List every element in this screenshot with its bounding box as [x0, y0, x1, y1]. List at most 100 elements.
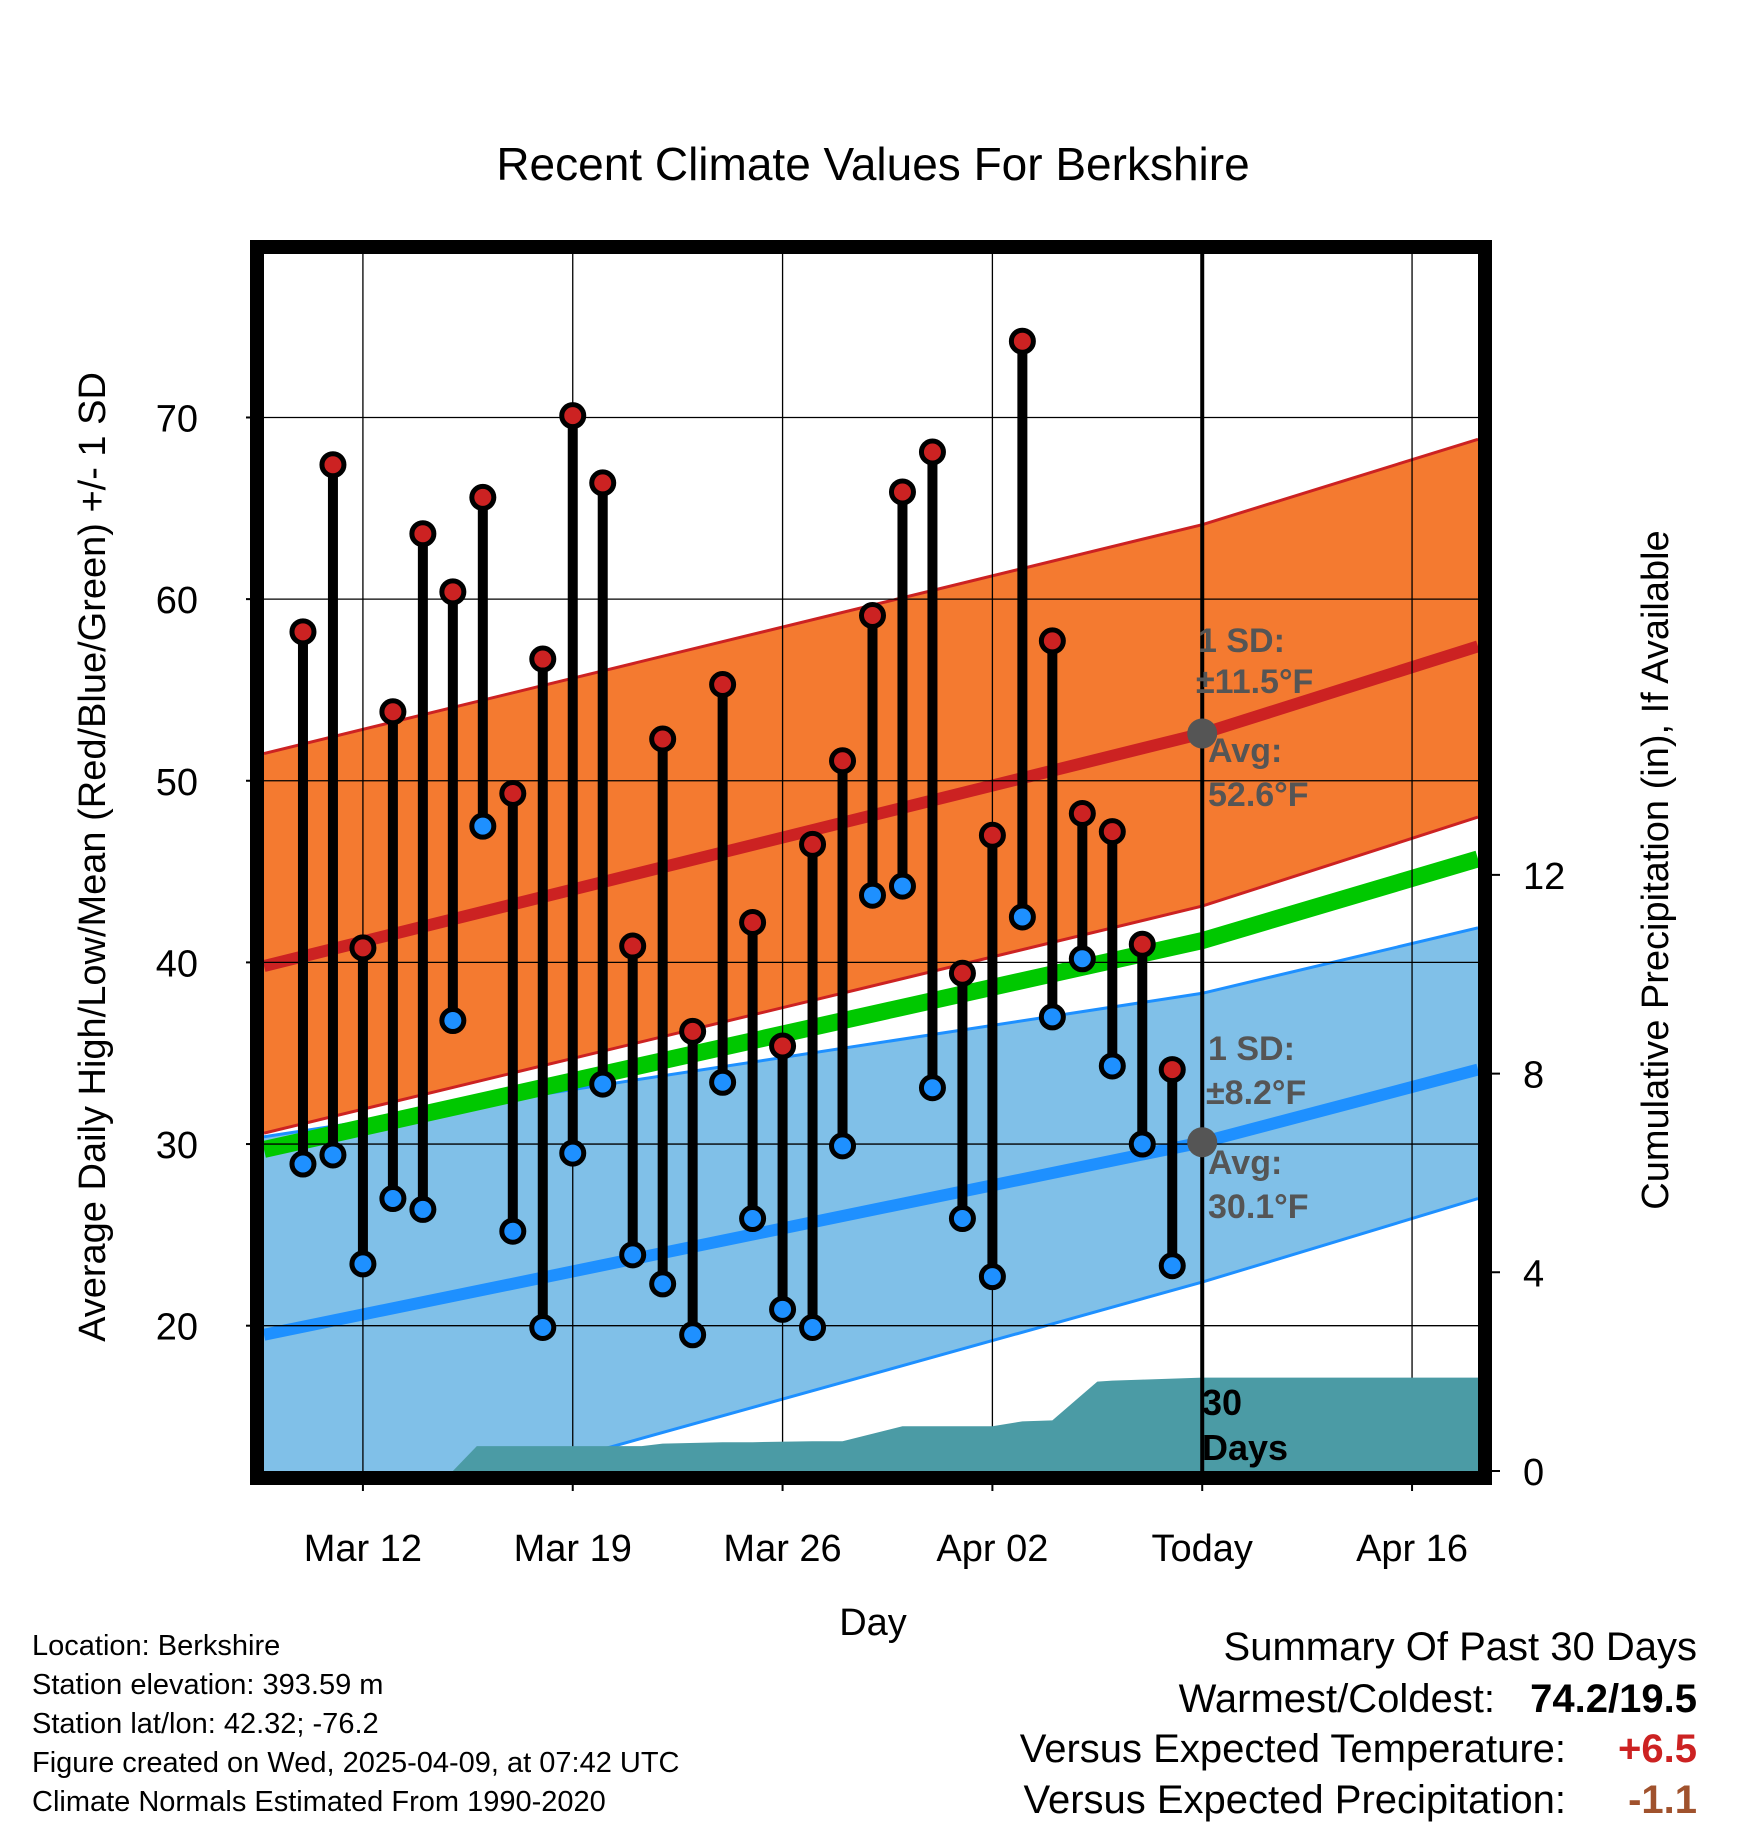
obs-high-point — [649, 725, 677, 753]
obs-low-point — [409, 1195, 437, 1223]
obs-low-point — [978, 1263, 1006, 1291]
obs-low-point — [709, 1068, 737, 1096]
obs-high-point — [1158, 1056, 1186, 1084]
obs-high-point — [469, 483, 497, 511]
low-sd-value: ±8.2°F — [1206, 1074, 1306, 1112]
obs-high-point — [769, 1032, 797, 1060]
low-sd-label: 1 SD: — [1208, 1030, 1295, 1068]
obs-low-point — [1008, 903, 1036, 931]
y-tick-label: 40 — [156, 943, 198, 985]
obs-low-point — [829, 1132, 857, 1160]
obs-low-point — [469, 812, 497, 840]
obs-high-point — [1098, 818, 1126, 846]
obs-high-point — [1068, 799, 1096, 827]
footer-info: Location: Berkshire Station elevation: 3… — [32, 1630, 680, 1818]
summary-warm-cold-value: 74.2/19.5 — [1530, 1677, 1697, 1721]
y2-tick-label: 0 — [1523, 1452, 1544, 1494]
summary-precip-label: Versus Expected Precipitation: — [1023, 1778, 1566, 1822]
obs-high-point — [289, 618, 317, 646]
y-tick-label: 60 — [156, 580, 198, 622]
x-axis-label: Day — [839, 1602, 907, 1644]
obs-high-point — [829, 747, 857, 775]
footer-location: Location: Berkshire — [32, 1630, 280, 1662]
obs-high-point — [1128, 930, 1156, 958]
summary-panel: Summary Of Past 30 Days Warmest/Coldest:… — [1020, 1625, 1697, 1822]
obs-high-point — [1008, 327, 1036, 355]
obs-low-point — [649, 1270, 677, 1298]
obs-high-point — [679, 1017, 707, 1045]
precip-cumulative-area — [264, 1377, 1478, 1471]
obs-high-point — [739, 908, 767, 936]
obs-high-point — [409, 520, 437, 548]
high-sd-label: 1 SD: — [1198, 622, 1285, 660]
x-tick-label: Mar 26 — [723, 1528, 841, 1570]
obs-high-point — [529, 645, 557, 673]
obs-low-point — [529, 1314, 557, 1342]
low-avg-label: Avg: — [1208, 1144, 1282, 1182]
obs-low-point — [559, 1139, 587, 1167]
obs-high-point — [858, 601, 886, 629]
obs-low-point — [888, 872, 916, 900]
footer-normals: Climate Normals Estimated From 1990-2020 — [32, 1786, 606, 1818]
footer-created: Figure created on Wed, 2025-04-09, at 07… — [32, 1747, 680, 1779]
high-avg-label: Avg: — [1208, 732, 1282, 770]
obs-high-point — [918, 438, 946, 466]
obs-low-point — [948, 1205, 976, 1233]
x-tick-label: Apr 16 — [1356, 1528, 1468, 1570]
obs-low-point — [1098, 1052, 1126, 1080]
x-tick-label: Mar 19 — [514, 1528, 632, 1570]
obs-low-point — [379, 1185, 407, 1213]
summary-precip-value: -1.1 — [1628, 1778, 1697, 1822]
plot-frame — [250, 240, 1492, 1485]
y-tick-label: 30 — [156, 1125, 198, 1167]
obs-low-point — [499, 1217, 527, 1245]
high-sd-value: ±11.5°F — [1196, 663, 1313, 701]
obs-low-point — [1038, 1003, 1066, 1031]
observed-temperatures — [289, 327, 1186, 1349]
obs-low-point — [439, 1007, 467, 1035]
obs-low-point — [918, 1074, 946, 1102]
obs-low-point — [799, 1314, 827, 1342]
y-axis-label: Average Daily High/Low/Mean (Red/Blue/Gr… — [72, 372, 114, 1342]
obs-high-point — [948, 959, 976, 987]
days-label-line1: 30 — [1202, 1382, 1242, 1423]
obs-high-point — [888, 478, 916, 506]
obs-high-point — [589, 469, 617, 497]
y2-axis-label: Cumulative Precipitation (in), If Availa… — [1635, 530, 1677, 1209]
summary-warm-cold-label: Warmest/Coldest: — [1179, 1677, 1495, 1721]
low-avg-value: 30.1°F — [1208, 1188, 1309, 1226]
summary-temp-value: +6.5 — [1618, 1727, 1697, 1771]
obs-low-point — [619, 1241, 647, 1269]
obs-high-point — [799, 830, 827, 858]
precip-area — [264, 1377, 1478, 1471]
x-tick-label: Apr 02 — [936, 1528, 1048, 1570]
low-avg-dot — [1187, 1127, 1218, 1158]
y-tick-label: 50 — [156, 762, 198, 804]
obs-low-point — [1158, 1252, 1186, 1280]
y-tick-label: 70 — [156, 398, 198, 440]
y2-tick-label: 4 — [1523, 1253, 1544, 1295]
high-avg-dot — [1187, 718, 1218, 749]
obs-high-point — [978, 821, 1006, 849]
y2-tick-label: 12 — [1523, 856, 1565, 898]
obs-low-point — [739, 1205, 767, 1233]
axis-ticks: 20 30 40 50 60 70 0 4 8 12 Mar 12 Mar 19 Mar 26 Apr 0… — [156, 325, 1565, 1570]
obs-high-point — [349, 934, 377, 962]
obs-high-point — [709, 670, 737, 698]
x-tick-label: Today — [1152, 1528, 1253, 1570]
obs-low-point — [289, 1150, 317, 1178]
obs-high-point — [619, 932, 647, 960]
high-avg-value: 52.6°F — [1208, 776, 1309, 814]
x-tick-label: Mar 12 — [304, 1528, 422, 1570]
obs-low-point — [319, 1141, 347, 1169]
obs-low-point — [589, 1070, 617, 1098]
annotations: 1 SD: ±11.5°F Avg: 52.6°F 1 SD: ±8.2°F A… — [1187, 622, 1313, 1468]
obs-high-point — [499, 779, 527, 807]
obs-high-point — [559, 402, 587, 430]
obs-low-point — [1128, 1130, 1156, 1158]
obs-low-point — [769, 1295, 797, 1323]
obs-low-point — [858, 881, 886, 909]
obs-low-point — [349, 1250, 377, 1278]
y-tick-label: 20 — [156, 1307, 198, 1349]
